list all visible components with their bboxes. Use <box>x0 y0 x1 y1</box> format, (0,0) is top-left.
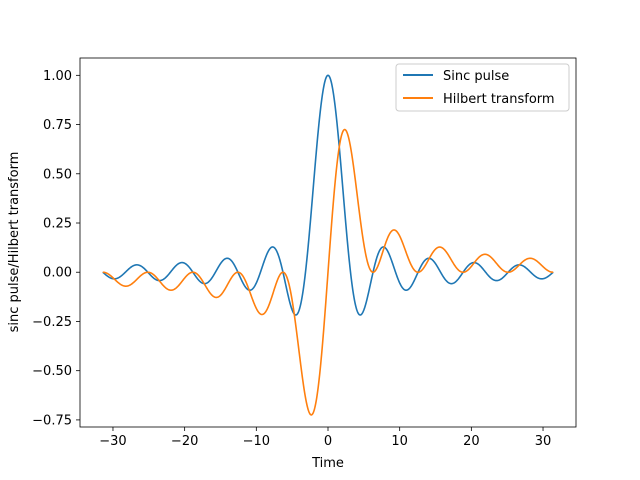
x-tick-label: 0 <box>324 434 332 449</box>
y-tick-label: −0.75 <box>32 413 72 428</box>
y-tick-label: −0.25 <box>32 315 72 330</box>
y-tick-label: 0.50 <box>43 167 72 182</box>
y-axis-ticks: −0.75 −0.50 −0.25 0.00 0.25 0.50 0.75 1.00 <box>32 69 80 428</box>
x-tick-label: −10 <box>243 434 270 449</box>
x-tick-label: 20 <box>463 434 480 449</box>
y-tick-label: 0.25 <box>43 217 72 232</box>
y-tick-label: 0.00 <box>43 266 72 281</box>
legend-label-sinc: Sinc pulse <box>443 69 509 84</box>
x-axis-ticks: −30 −20 −10 0 10 20 30 <box>99 427 551 449</box>
plot-frame <box>79 57 577 428</box>
x-axis-label: Time <box>311 456 344 471</box>
x-tick-label: 10 <box>391 434 408 449</box>
series-line-1 <box>102 128 554 416</box>
y-tick-label: −0.50 <box>32 364 72 379</box>
x-tick-label: 30 <box>535 434 552 449</box>
y-tick-label: 0.75 <box>43 118 72 133</box>
y-axis-label: sinc pulse/Hilbert transform <box>7 152 22 333</box>
y-tick-label: 1.00 <box>43 69 72 84</box>
x-tick-label: −20 <box>171 434 198 449</box>
legend-box <box>395 63 570 112</box>
series-layer <box>102 74 554 416</box>
legend: Sinc pulse Hilbert transform <box>395 63 570 112</box>
series-line-0 <box>102 74 554 316</box>
legend-label-hilbert: Hilbert transform <box>443 92 555 107</box>
x-tick-label: −30 <box>99 434 126 449</box>
